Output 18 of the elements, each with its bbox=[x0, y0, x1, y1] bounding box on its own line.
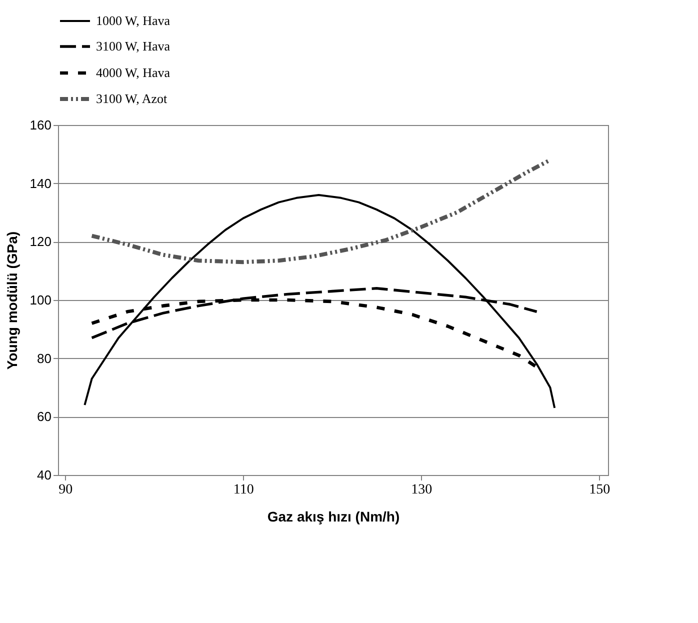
legend-label: 4000 W, Hava bbox=[96, 65, 170, 80]
y-axis-title: Young modülü (GPa) bbox=[4, 231, 20, 370]
y-tick-label: 120 bbox=[30, 234, 52, 250]
y-tick-label: 40 bbox=[37, 468, 52, 482]
legend-label: 3100 W, Azot bbox=[96, 91, 168, 106]
y-tick-label: 80 bbox=[37, 350, 52, 366]
y-tick-label: 160 bbox=[30, 118, 52, 132]
y-tick-label: 140 bbox=[30, 176, 52, 191]
line-series bbox=[84, 194, 556, 409]
legend-label: 3100 W, Hava bbox=[96, 38, 170, 54]
x-tick-label: 110 bbox=[233, 482, 254, 498]
legend-label: 1000 W, Hava bbox=[96, 13, 170, 28]
x-tick-label: 150 bbox=[589, 482, 610, 498]
x-tick-label: 90 bbox=[58, 482, 73, 498]
y-tick-label: 60 bbox=[37, 409, 52, 424]
x-axis-title: Gaz akış hızı (Nm/h) bbox=[267, 508, 400, 524]
x-tick-label: 130 bbox=[411, 482, 432, 498]
y-tick-label: 100 bbox=[30, 292, 52, 308]
